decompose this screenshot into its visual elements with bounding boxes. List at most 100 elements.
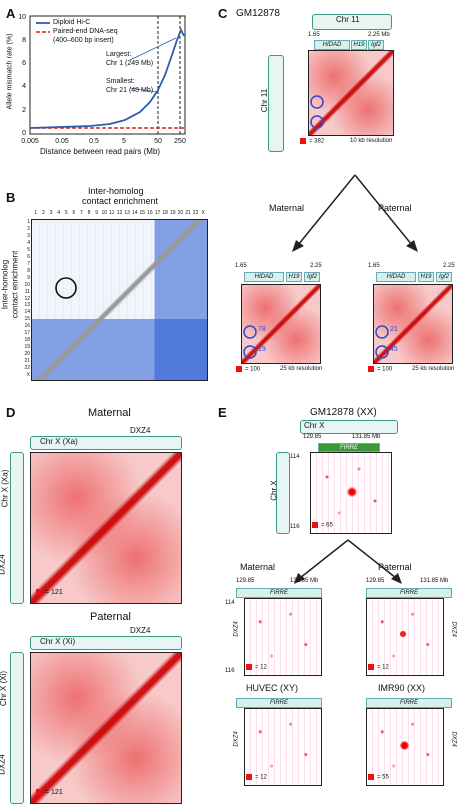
- row-label: 10: [24, 281, 30, 288]
- panel-b-ylabel2: contact enrichment: [10, 250, 20, 319]
- panel-d-mat-scale-value: = 121: [45, 589, 63, 596]
- row-label: 2: [27, 225, 30, 232]
- panel-c-chr-label-vertical: Chr 11: [260, 88, 270, 113]
- row-label: 16: [24, 323, 30, 330]
- panel-e-mat-end: 131.85 Mb: [290, 578, 319, 584]
- panel-c-mat-markers: [243, 325, 257, 359]
- col-label: 2: [42, 210, 45, 216]
- panel-e-letter: E: [218, 405, 227, 420]
- panel-c-pat-count2: 45: [390, 346, 398, 353]
- panel-c-chr-bar: [312, 14, 392, 30]
- panel-c-resolution: 10 kb resolution: [350, 138, 393, 144]
- row-label: 21: [24, 358, 30, 365]
- imr90-contact-spot: [400, 741, 409, 750]
- row-label: 7: [27, 260, 30, 267]
- panel-c-pat-start: 1.65: [368, 263, 380, 269]
- annot-largest: Largest:: [106, 51, 132, 58]
- panel-d-chr-bar-left: [10, 452, 24, 604]
- pat-gene-hidad: HIDAD: [376, 272, 416, 282]
- svg-text:10: 10: [18, 14, 26, 21]
- panel-c-coord-start: 1.65: [308, 32, 320, 38]
- panel-e-mat-dxz4: DXZ4: [233, 621, 240, 637]
- panel-e-huvec-scale: = 12: [246, 774, 267, 781]
- row-label: 5: [27, 246, 30, 253]
- panel-e-mat-scale-value: = 12: [255, 664, 267, 671]
- row-label: 20: [24, 351, 30, 358]
- panel-e-pat-dxz4: DXZ4: [450, 621, 457, 637]
- gene-h19: H19: [351, 40, 367, 50]
- panel-d-dxz4-left2: DXZ4: [0, 754, 7, 775]
- panel-c-cell: GM12878: [236, 8, 280, 19]
- panel-e-pat-start: 129.85: [366, 578, 385, 584]
- scale-square-icon: [36, 789, 42, 796]
- panel-e-mat-scale: = 12: [246, 664, 267, 671]
- row-label: 14: [24, 309, 30, 316]
- panel-c-mat-scale-value: = 100: [245, 366, 261, 373]
- row-label: 1: [27, 219, 30, 225]
- row-label: 6: [27, 253, 30, 260]
- panel-e-pat-heatmap: [366, 598, 444, 676]
- row-label: 15: [24, 316, 30, 323]
- panel-e-imr90: IMR90 (XX): [378, 683, 426, 693]
- panel-c-pat-end: 2.25: [443, 263, 455, 269]
- col-label: 4: [57, 210, 60, 216]
- col-label: 9: [95, 210, 99, 216]
- row-label: 17: [24, 330, 30, 337]
- panel-c-heatmap: [308, 50, 394, 136]
- panel-e-cell: GM12878 (XX): [310, 407, 377, 418]
- mat-gene-h19: H19: [286, 272, 302, 282]
- svg-text:8: 8: [22, 37, 26, 44]
- scale-square-icon: [312, 522, 318, 528]
- panel-e-mat-row-top: 114: [225, 600, 235, 606]
- panel-b-heatmap: [31, 219, 208, 381]
- panel-d-chrx-xa: Chr X (Xa): [40, 437, 78, 446]
- svg-text:0.5: 0.5: [89, 138, 99, 145]
- pat-gene-igf2: Igf2: [436, 272, 452, 282]
- panel-a-chart: 0 2 4 6 8 10 0.005 0.05 0.5 5 50 250: [18, 14, 186, 145]
- panel-c-pat-resolution: 25 kb resolution: [412, 366, 455, 372]
- panel-e-imr90-dxz4: DXZ4: [450, 731, 457, 747]
- panel-c-paternal: Paternal: [378, 203, 412, 213]
- panel-e-chr-label: Chr X: [304, 421, 325, 430]
- col-label: 20: [177, 210, 184, 216]
- col-label: 18: [162, 210, 168, 216]
- panel-e-row-bot: 116: [290, 524, 300, 530]
- row-label: 4: [27, 239, 30, 246]
- legend-dnaseq: Paired-end DNA-seq: [53, 28, 118, 35]
- panel-d-dxz4-top: DXZ4: [130, 426, 151, 435]
- svg-text:5: 5: [122, 138, 126, 145]
- panel-e-pat-firre: FIRRE: [366, 588, 452, 598]
- panel-d-mat-heatmap: [30, 452, 182, 604]
- panel-e-paternal: Paternal: [378, 562, 412, 572]
- panel-c-pat-count1: 21: [390, 326, 398, 333]
- panel-d-pat-scale: = 121: [36, 789, 63, 796]
- scale-square-icon: [246, 664, 252, 670]
- col-label: 15: [139, 210, 146, 216]
- panel-e-imr90-firre: FIRRE: [366, 698, 452, 708]
- panel-d-dxz4-top2: DXZ4: [130, 626, 151, 635]
- col-label: 6: [72, 210, 76, 216]
- panel-e-pat-scale: = 12: [368, 664, 389, 671]
- panel-e-imr90-heatmap: [366, 708, 444, 786]
- panel-e-arrows: [294, 539, 402, 584]
- panel-e-maternal: Maternal: [240, 562, 276, 572]
- gene-igf2: Igf2: [368, 40, 384, 50]
- panel-e-pat-scale-value: = 12: [377, 664, 389, 671]
- svg-text:0.005: 0.005: [21, 138, 39, 145]
- annot-smallest-val: Chr 21 (48 Mb): [106, 87, 154, 94]
- svg-text:4: 4: [22, 83, 26, 90]
- row-label: 13: [24, 302, 30, 309]
- row-label: X: [26, 372, 30, 379]
- col-label: 21: [185, 210, 191, 216]
- panel-c-coord-end: 2.25 Mb: [368, 32, 390, 38]
- mat-gene-igf2: Igf2: [304, 272, 320, 282]
- panel-e-mat-row-bot: 116: [225, 668, 235, 674]
- panel-d-dxz4-left: DXZ4: [0, 554, 7, 575]
- panel-e-huvec-firre: FIRRE: [236, 698, 322, 708]
- scale-square-icon: [246, 774, 252, 780]
- panel-d-chrx-xi-vertical: Chr X (Xi): [0, 670, 9, 707]
- col-label: 8: [87, 210, 91, 216]
- panel-e-coord-end: 131.85 Mb: [352, 434, 381, 440]
- row-label: 19: [24, 344, 30, 351]
- panel-e-huvec-scale-value: = 12: [255, 774, 267, 781]
